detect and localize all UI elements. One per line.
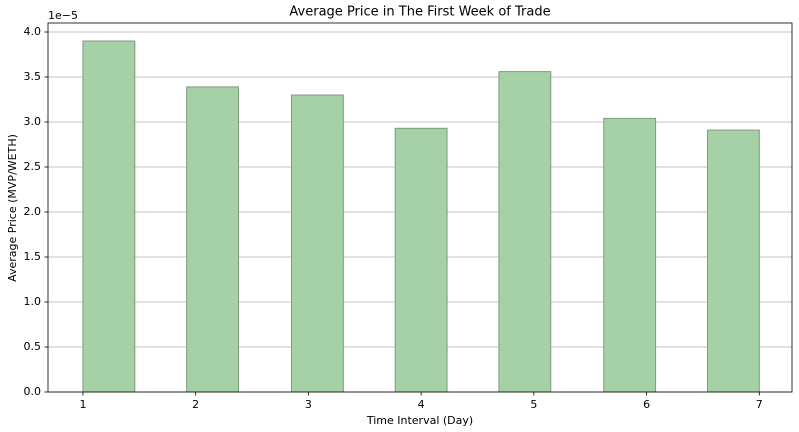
chart-title: Average Price in The First Week of Trade xyxy=(289,5,550,20)
y-tick-label: 2.5 xyxy=(24,160,42,173)
y-axis-label: Average Price (MVP/WETH) xyxy=(6,134,19,282)
y-tick-label: 2.0 xyxy=(24,205,42,218)
y-tick-label: 1.5 xyxy=(24,250,42,263)
x-tick-label: 7 xyxy=(756,398,763,411)
x-tick-label: 1 xyxy=(79,398,86,411)
x-tick-label: 6 xyxy=(643,398,650,411)
x-tick-label: 5 xyxy=(530,398,537,411)
x-tick-label: 4 xyxy=(418,398,425,411)
y-offset-text: 1e−5 xyxy=(48,9,78,22)
x-tick-label: 2 xyxy=(192,398,199,411)
plot-frame xyxy=(47,22,793,393)
bar xyxy=(290,94,344,393)
y-tick-label: 0.5 xyxy=(24,340,42,353)
y-tick-label: 0.0 xyxy=(24,385,42,398)
x-axis-label: Time Interval (Day) xyxy=(366,414,473,427)
x-tick-label: 3 xyxy=(305,398,312,411)
y-tick-label: 3.5 xyxy=(24,70,42,83)
bar xyxy=(706,129,760,393)
y-tick-label: 4.0 xyxy=(24,25,42,38)
bar xyxy=(82,40,136,393)
bar xyxy=(186,86,240,393)
y-tick-label: 1.0 xyxy=(24,295,42,308)
bar xyxy=(498,71,552,393)
bar xyxy=(394,127,448,393)
bar xyxy=(603,117,657,393)
y-tick-label: 3.0 xyxy=(24,115,42,128)
